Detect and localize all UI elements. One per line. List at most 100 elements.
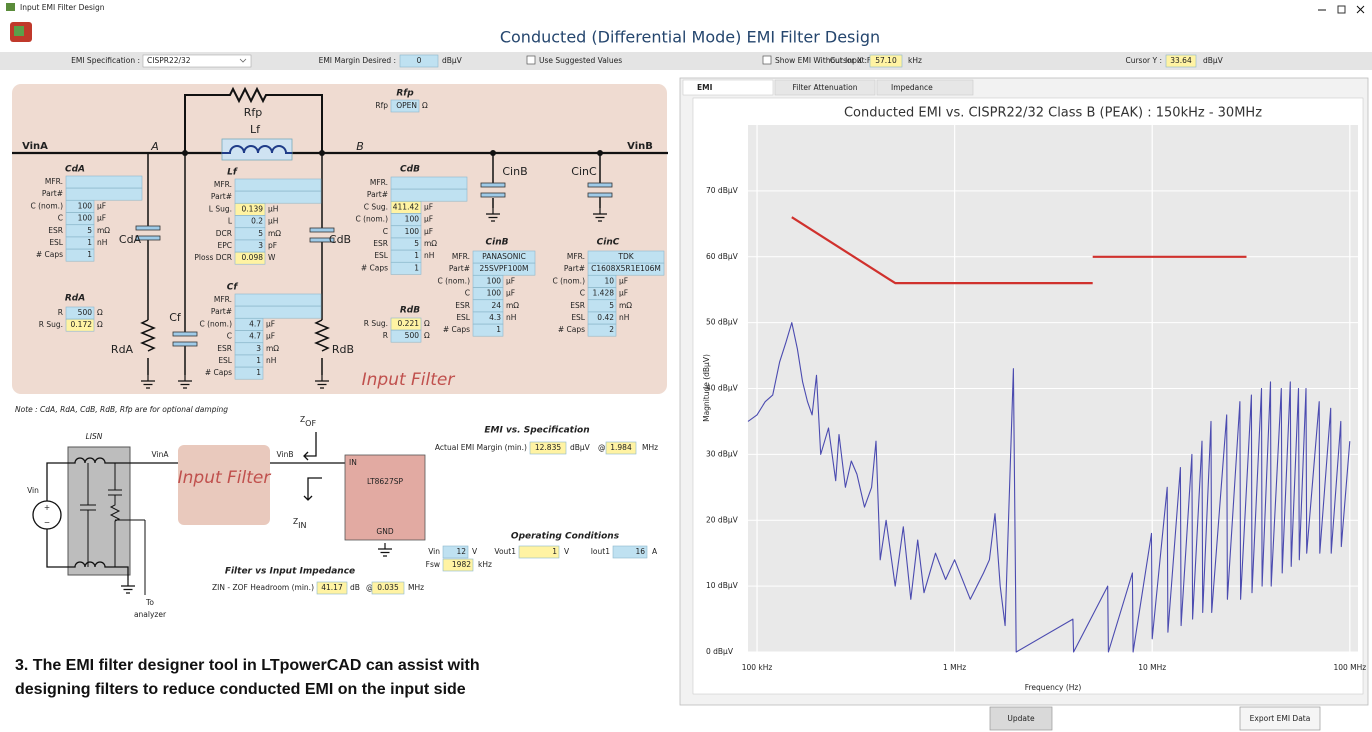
field-value-box[interactable] [235,294,321,306]
field-value: 0.2 [251,217,263,226]
checkbox-label: Use Suggested Values [539,56,622,65]
tab-label: Filter Attenuation [793,83,858,92]
field-label: C [465,289,470,298]
x-tick-label: 1 MHz [943,663,966,672]
field-unit: W [268,253,276,262]
label: EMI Margin Desired : [319,56,396,65]
iout: 16 [635,547,645,556]
cap-plate [173,332,197,336]
cursor-y: 33.64 [1170,56,1192,65]
cursor-x: 57.10 [875,56,897,65]
field-value-box[interactable] [66,176,142,188]
field-unit: µF [97,201,106,210]
field-label: C [227,332,232,341]
unit: dB [350,583,360,592]
field-label: Part# [564,264,585,273]
unit: kHz [478,560,492,569]
field-label: C (nom.) [355,215,388,224]
field-label: C [58,214,63,223]
field-value: 5 [87,226,92,235]
field-value: 25SVPF100M [479,264,528,273]
y-tick-label: 30 dBµV [706,449,739,458]
field-label: # Caps [443,325,470,334]
sign: − [44,518,50,527]
label: Fsw [426,560,440,569]
field-unit: µF [266,332,275,341]
field-value-box[interactable] [235,179,321,191]
field-value: 100 [487,289,502,298]
ic-name: LT8627SP [367,477,404,486]
field-unit: mΩ [268,229,281,238]
field-unit: µF [506,289,515,298]
field-value: PANASONIC [482,252,526,261]
cap-plate [481,183,505,187]
field-label: # Caps [361,263,388,272]
field-value-box[interactable] [235,191,321,203]
z-sub: OF [305,419,316,428]
field-label: MFR. [567,252,585,261]
field-value-box[interactable] [391,189,467,201]
field-unit: mΩ [266,344,279,353]
field-value-box[interactable] [66,188,142,200]
field-unit: µF [266,319,275,328]
field-value: 4.7 [249,332,261,341]
cap-plate [588,183,612,187]
y-tick-label: 60 dBµV [706,252,739,261]
field-value: 100 [405,215,420,224]
field-label: DCR [216,229,232,238]
sign: + [44,503,50,512]
schematic-label: Rfp [244,106,263,119]
field-label: C [580,289,585,298]
schematic-label: RdA [111,343,134,356]
field-unit: µF [424,202,433,211]
field-label: # Caps [558,325,585,334]
checkbox[interactable] [763,56,771,64]
field-value: 1 [87,250,92,259]
field-unit: nH [506,313,516,322]
unit: MHz [642,443,658,452]
field-value-box[interactable] [391,177,467,189]
section-title: Filter vs Input Impedance [225,567,355,577]
unit: dBµV [442,56,463,65]
x-tick-label: 10 MHz [1138,663,1166,672]
field-value: 1 [256,356,261,365]
tab-label: Impedance [891,83,933,92]
field-label: L Sug. [209,204,232,213]
margin: 12.835 [535,443,561,452]
field-label: MFR. [452,252,470,261]
schematic-label: VinB [627,141,653,152]
field-value: 1 [256,368,261,377]
schematic-label: Cf [169,311,182,324]
x-tick-label: 100 MHz [1333,663,1366,672]
field-value-box[interactable] [235,306,321,318]
field-unit: µF [506,276,515,285]
field-label: ESL [374,251,388,260]
section-title: Operating Conditions [511,532,620,542]
field-value: 500 [78,308,93,317]
checkbox[interactable] [527,56,535,64]
field-unit: mΩ [424,239,437,248]
field-label: EPC [218,241,233,250]
maximize-button[interactable] [1338,6,1345,13]
field-label: R [383,331,388,340]
cap-plate [310,228,334,232]
field-label: C (nom.) [199,319,232,328]
field-value: 1 [496,325,501,334]
block-title: CinC [597,238,620,248]
fsw: 1982 [452,560,471,569]
x-tick-label: 100 kHz [742,663,773,672]
field-value: C1608X5R1E106M [591,264,661,273]
label: Actual EMI Margin (min.) [435,443,527,452]
field-label: MFR. [214,180,232,189]
freq: 1.984 [610,443,632,452]
field-value: 4.3 [489,313,501,322]
unit: kHz [908,56,922,65]
field-value: 100 [405,227,420,236]
field-unit: nH [266,356,276,365]
field-value: 24 [491,301,501,310]
panel-label: Input Filter [362,370,456,390]
field-label: MFR. [214,295,232,304]
block-title: Lf [227,168,238,178]
field-label: Part# [211,192,232,201]
block-title: Rfp [396,89,414,99]
